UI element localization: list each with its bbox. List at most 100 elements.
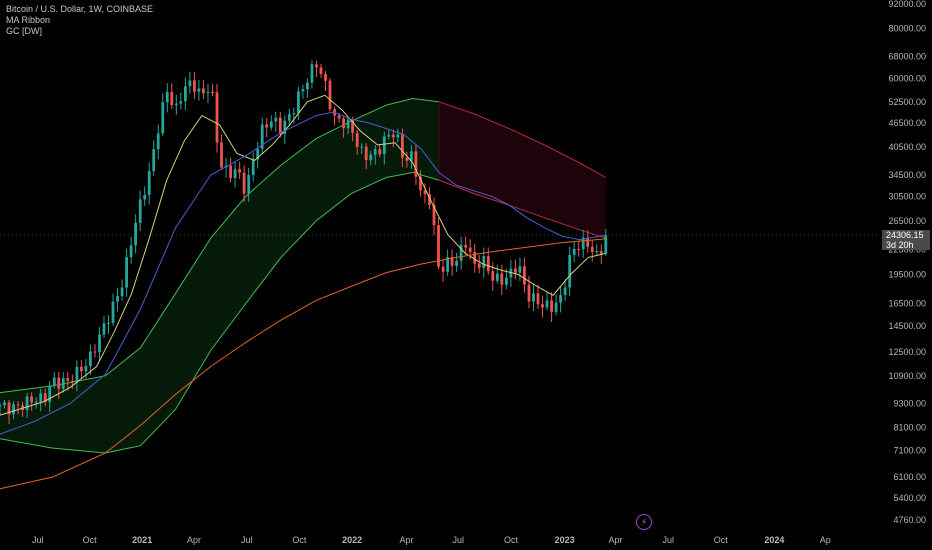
candle-body [532, 293, 535, 302]
candle-body [410, 151, 413, 161]
candle-body [310, 64, 314, 83]
time-tick-label: Apr [608, 535, 622, 545]
price-tick-label: 10900.00 [888, 371, 926, 381]
time-tick-label: Oct [83, 535, 98, 545]
candle-body [211, 92, 214, 94]
time-tick-label: 2023 [555, 535, 575, 545]
candle-body [387, 134, 391, 137]
candle-body [287, 114, 291, 121]
candle-body [120, 287, 124, 296]
candle-body [554, 302, 558, 312]
moving-average-layer [0, 94, 606, 490]
candle-body [369, 154, 373, 161]
band-fill [0, 98, 439, 453]
candle-body [184, 86, 187, 102]
candle-body [477, 263, 481, 268]
candle-body [70, 380, 74, 383]
chart-legend: Bitcoin / U.S. Dollar, 1W, COINBASE MA R… [6, 4, 153, 37]
flash-icon[interactable]: ⚡ [636, 514, 652, 530]
candle-body [315, 64, 318, 68]
candle-body [25, 396, 29, 410]
candle-body [568, 254, 572, 288]
candle-body [242, 172, 246, 194]
candle-body [455, 260, 458, 266]
candle-body [319, 67, 323, 74]
candle-body [599, 251, 603, 254]
time-tick-label: 2024 [764, 535, 784, 545]
candle-body [57, 377, 61, 389]
candle-body [342, 118, 345, 129]
time-tick-label: Jul [662, 535, 674, 545]
candle-body [441, 266, 445, 272]
price-tick-label: 12500.00 [888, 347, 926, 357]
candle-body [563, 287, 567, 296]
candle-body [188, 80, 192, 87]
price-tick-label: 80000.00 [888, 23, 926, 33]
candle-body [102, 323, 106, 335]
candle-body [581, 237, 585, 250]
current-price-badge: 24306.15 3d 20h [882, 230, 930, 250]
candle-body [12, 404, 15, 415]
time-axis[interactable]: Jul Oct 2021 Apr Jul Oct 2022 Apr Jul Oct 2023 Apr J… [32, 535, 831, 545]
candle-body [89, 351, 92, 367]
time-tick-label: Ap [820, 535, 831, 545]
price-tick-label: 16500.00 [888, 299, 926, 309]
candle-body [179, 101, 183, 104]
candle-body [495, 273, 499, 281]
candle-body [0, 405, 2, 407]
candle-body [39, 393, 43, 402]
candle-body [43, 393, 47, 402]
price-tick-label: 52500.00 [888, 97, 926, 107]
candle-body [391, 134, 395, 138]
candle-body [229, 165, 232, 179]
price-tick-label: 40500.00 [888, 142, 926, 152]
time-tick-label: Jul [32, 535, 44, 545]
candle-body [16, 404, 20, 406]
candle-body [147, 171, 151, 195]
candle-body [364, 146, 368, 161]
candle-body [527, 284, 531, 302]
moving-average-line [0, 94, 606, 416]
candle-body [491, 271, 495, 281]
candle-body [52, 377, 56, 386]
candle-body [595, 251, 599, 252]
candle-body [378, 149, 382, 155]
candle-body [301, 89, 305, 92]
candle-body [500, 273, 504, 285]
candle-body [283, 120, 287, 134]
candle-body [61, 378, 65, 389]
time-tick-label: Apr [399, 535, 413, 545]
candle-body [373, 149, 377, 155]
time-tick-label: 2022 [342, 535, 362, 545]
moving-average-line [0, 238, 606, 490]
price-tick-label: 34500.00 [888, 170, 926, 180]
candles-layer [0, 60, 608, 425]
candle-body [590, 246, 594, 252]
candle-body [251, 159, 255, 176]
price-axis[interactable]: 92000.00 80000.00 68000.00 60000.00 52500.00… [888, 0, 926, 525]
gc-label[interactable]: GC [DW] [6, 26, 42, 36]
ma-ribbon-label[interactable]: MA Ribbon [6, 15, 51, 25]
candle-body [21, 405, 24, 410]
candle-body [541, 304, 544, 308]
candle-body [572, 249, 576, 255]
moving-average-line [0, 111, 606, 435]
candle-body [256, 148, 260, 160]
candle-body [274, 117, 278, 122]
price-tick-label: 30500.00 [888, 191, 926, 201]
candle-body [111, 301, 115, 323]
candle-body [328, 80, 332, 110]
candle-body [297, 91, 300, 113]
price-tick-label: 46500.00 [888, 118, 926, 128]
price-tick-label: 60000.00 [888, 74, 926, 84]
candle-body [93, 351, 97, 353]
candle-body [278, 117, 282, 134]
candle-body [414, 151, 418, 177]
symbol-title[interactable]: Bitcoin / U.S. Dollar, 1W, COINBASE [6, 4, 154, 14]
candle-body [197, 88, 201, 92]
candle-body [80, 366, 83, 372]
candle-body [351, 119, 354, 133]
candle-body [536, 293, 540, 305]
candle-body [586, 237, 590, 247]
